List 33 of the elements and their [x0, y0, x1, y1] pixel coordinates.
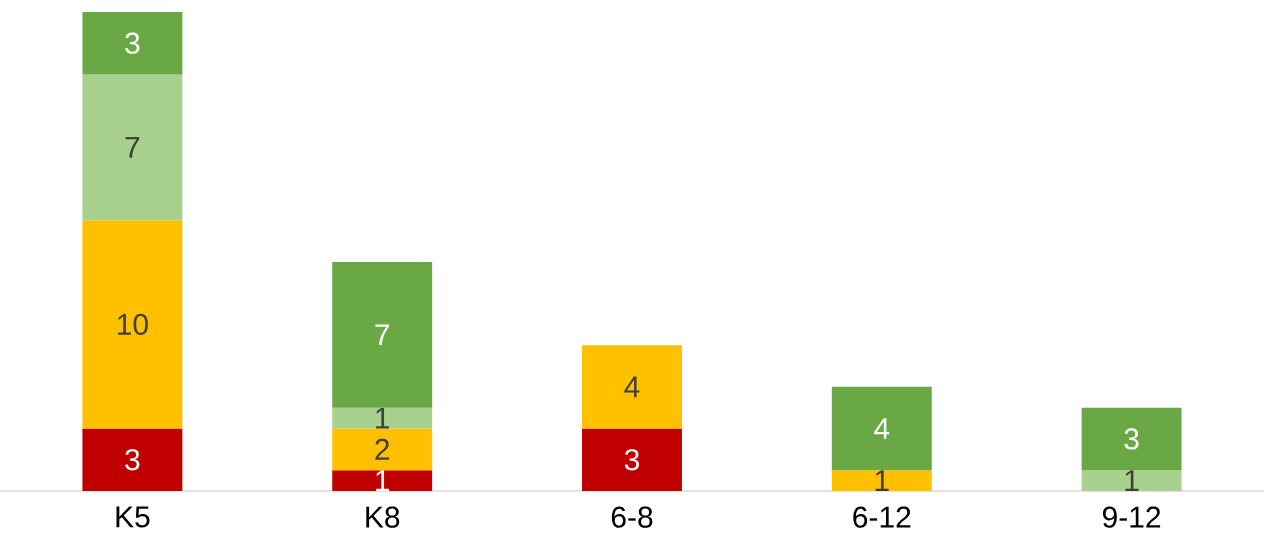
- bar: [582, 345, 682, 429]
- data-label: 1: [875, 470, 889, 491]
- data-label: 7: [375, 324, 390, 346]
- bar: [831, 386, 932, 471]
- x-tick-label: 6-12: [853, 506, 911, 528]
- data-label: 7: [125, 137, 140, 158]
- bar: [82, 74, 183, 221]
- data-label: 4: [624, 376, 640, 398]
- data-label: 10: [117, 313, 148, 335]
- data-label: 1: [376, 470, 390, 491]
- bar: [582, 428, 682, 491]
- bar: [1081, 470, 1182, 491]
- bar: [831, 470, 932, 491]
- data-label: 1: [1125, 470, 1139, 491]
- data-label: 3: [125, 449, 140, 471]
- x-tick-label: 6-8: [611, 506, 653, 528]
- bar: [332, 407, 433, 429]
- data-label: 2: [375, 438, 390, 460]
- data-label: 3: [125, 32, 140, 54]
- data-label: 3: [624, 449, 640, 471]
- bar: [332, 470, 433, 491]
- bar: [82, 220, 183, 429]
- bar: [82, 428, 183, 491]
- bar: [82, 11, 183, 75]
- x-tick-label: 9-12: [1102, 506, 1161, 528]
- bar: [332, 261, 433, 408]
- x-tick-label: K5: [116, 506, 150, 528]
- data-label: 1: [376, 407, 390, 429]
- data-label: 3: [1124, 428, 1139, 450]
- x-tick-label: K8: [366, 506, 400, 528]
- bar: [332, 428, 433, 471]
- data-label: 4: [874, 418, 890, 439]
- bar: [1081, 407, 1182, 471]
